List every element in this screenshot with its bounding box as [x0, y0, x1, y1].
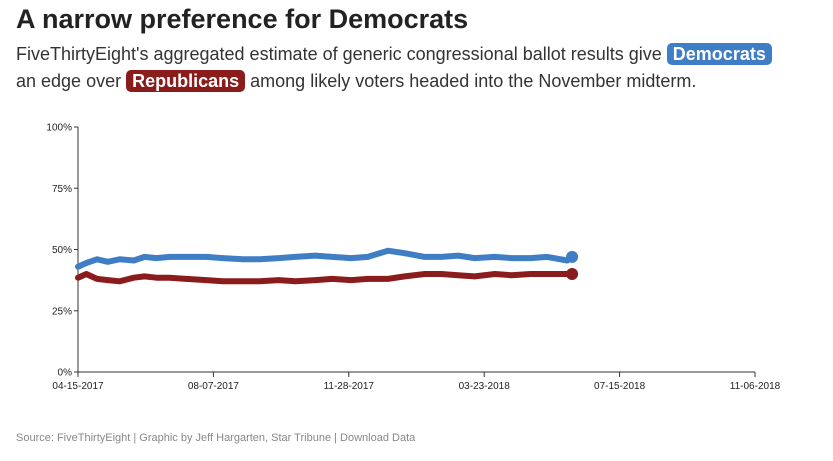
subtitle-text-2: an edge over	[16, 71, 122, 91]
democrats-series-line	[75, 247, 576, 270]
x-tick-label: 11-06-2018	[730, 381, 781, 392]
x-tick-label: 07-15-2018	[594, 381, 646, 392]
source-credit: Source: FiveThirtyEight | Graphic by Jef…	[16, 432, 416, 444]
y-tick-label: 75%	[52, 184, 72, 195]
y-tick-label: 0%	[58, 368, 73, 379]
democrats-end-point	[566, 250, 579, 263]
y-tick-label: 25%	[52, 306, 72, 317]
subtitle-text-1: FiveThirtyEight's aggregated estimate of…	[16, 44, 662, 64]
line-chart: 0% 25% 50% 75% 100% 04-15-2017 08-07-2017 11-28…	[46, 123, 780, 393]
chart-series	[75, 247, 579, 285]
subtitle-text-3: among likely voters headed into the Nove…	[250, 71, 697, 91]
republicans-legend-pill: Republicans	[126, 70, 246, 92]
y-tick-label: 100%	[46, 123, 72, 134]
x-tick-label: 03-23-2018	[459, 381, 511, 392]
chart-subtitle: FiveThirtyEight's aggregated estimate of…	[16, 41, 826, 95]
x-tick-label: 11-28-2017	[324, 381, 375, 392]
democrats-legend-pill: Democrats	[666, 43, 772, 65]
republicans-series-line	[75, 271, 576, 285]
y-tick-label: 50%	[52, 245, 72, 256]
chart-title: A narrow preference for Democrats	[16, 4, 469, 34]
x-tick-label: 04-15-2017	[52, 381, 104, 392]
x-tick-label: 08-07-2017	[188, 381, 240, 392]
chart-axes: 0% 25% 50% 75% 100% 04-15-2017 08-07-2017 11-28…	[46, 123, 780, 393]
republicans-end-point	[566, 268, 579, 280]
